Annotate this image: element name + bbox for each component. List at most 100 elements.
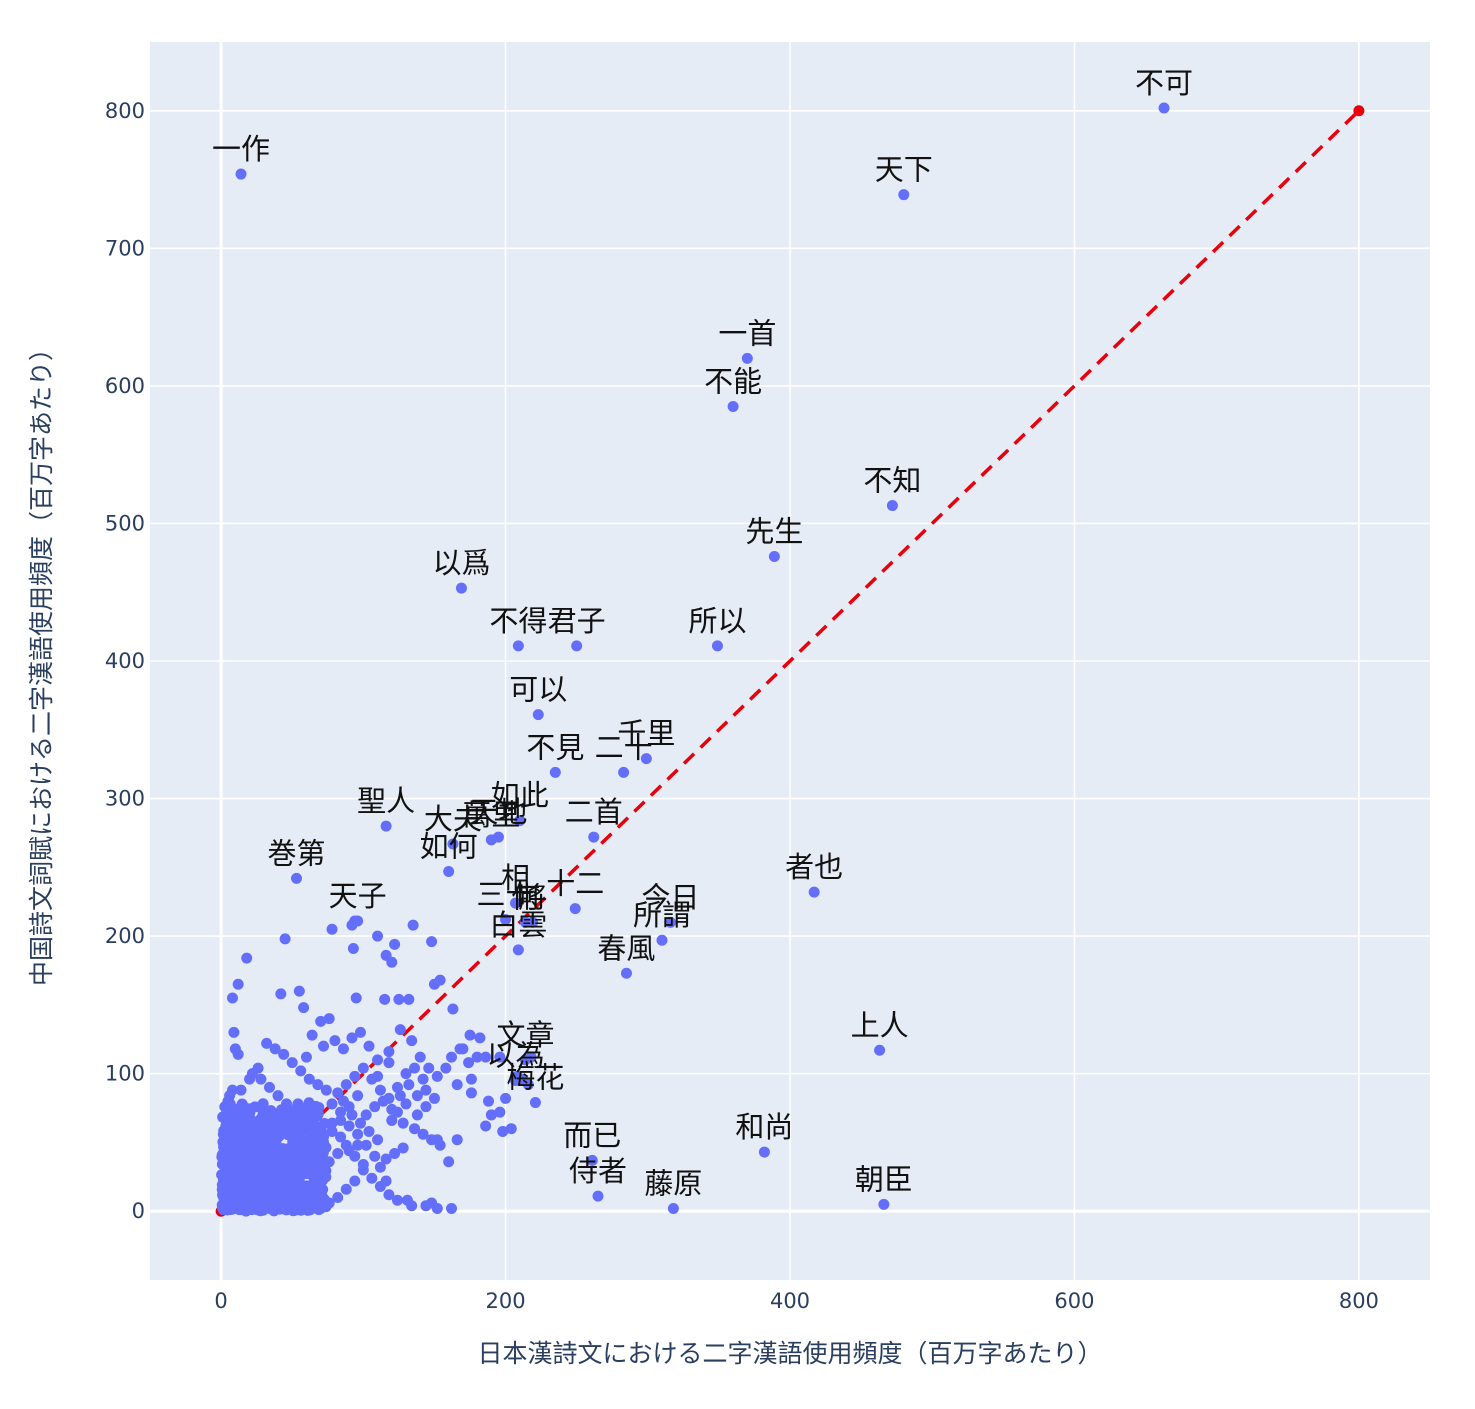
data-point <box>332 1147 344 1159</box>
data-point <box>618 766 630 778</box>
point-label: 二首 <box>565 795 623 829</box>
data-point <box>485 1109 497 1121</box>
data-point <box>423 1062 435 1074</box>
point-label: 一首 <box>718 316 776 350</box>
data-point <box>379 993 391 1005</box>
data-point <box>393 993 405 1005</box>
data-point <box>372 1054 384 1066</box>
data-point <box>326 1125 338 1137</box>
data-point <box>411 1109 423 1121</box>
data-point <box>232 1139 244 1151</box>
data-point <box>319 1117 331 1129</box>
data-point <box>886 500 898 512</box>
data-point <box>391 1194 403 1206</box>
data-point <box>400 1098 412 1110</box>
point-label: 和尚 <box>735 1110 793 1144</box>
data-point <box>409 1062 421 1074</box>
data-point <box>420 1084 432 1096</box>
data-point <box>221 1202 233 1214</box>
data-point <box>443 1156 455 1168</box>
data-point <box>301 1186 313 1198</box>
data-point <box>315 1015 327 1027</box>
data-point <box>337 1043 349 1055</box>
data-point <box>500 914 512 926</box>
data-point <box>228 1026 240 1038</box>
data-point <box>295 1065 307 1077</box>
data-point <box>352 1139 364 1151</box>
point-label: 巻第 <box>267 836 325 870</box>
data-point <box>522 1079 534 1091</box>
data-point <box>383 1189 395 1201</box>
data-point <box>279 1169 291 1181</box>
data-point <box>248 1127 260 1139</box>
data-point <box>232 978 244 990</box>
data-point <box>640 753 652 765</box>
data-point <box>335 1131 347 1143</box>
data-point <box>741 352 753 364</box>
data-point <box>279 933 291 945</box>
data-point <box>343 1101 355 1113</box>
data-point <box>505 1123 517 1135</box>
data-point <box>320 1171 332 1183</box>
data-point <box>269 1149 281 1161</box>
y-tick-label: 200 <box>105 924 145 948</box>
data-point <box>431 1202 443 1214</box>
point-label: 不見 <box>526 730 584 764</box>
data-point <box>352 1090 364 1102</box>
data-point <box>363 1125 375 1137</box>
point-label: 今日 <box>642 880 700 914</box>
data-point <box>758 1146 770 1158</box>
data-point <box>289 1109 301 1121</box>
data-point <box>241 952 253 964</box>
point-label: 不可 <box>1135 66 1193 100</box>
point-label: 二十 <box>595 730 653 764</box>
data-point <box>434 1139 446 1151</box>
data-point <box>440 1062 452 1074</box>
data-point <box>340 1079 352 1091</box>
data-point <box>386 1114 398 1126</box>
point-label: 梅花 <box>506 1061 564 1095</box>
data-point <box>275 988 287 1000</box>
data-point <box>529 1097 541 1109</box>
data-point <box>407 919 419 931</box>
reference-line-segment <box>219 109 1361 1213</box>
point-label: 君子 <box>548 604 606 638</box>
data-point <box>225 1192 237 1204</box>
data-point <box>287 1205 299 1217</box>
data-point <box>304 1107 316 1119</box>
data-point <box>272 1090 284 1102</box>
data-point <box>240 1202 252 1214</box>
data-point <box>497 1125 509 1137</box>
data-point <box>354 1117 366 1129</box>
data-point <box>464 1029 476 1041</box>
data-point <box>350 992 362 1004</box>
data-point <box>414 1051 426 1063</box>
data-point <box>447 838 459 850</box>
data-point <box>236 1108 248 1120</box>
data-point <box>346 1109 358 1121</box>
data-point <box>326 923 338 935</box>
data-point <box>420 1101 432 1113</box>
data-point <box>289 1169 301 1181</box>
data-point <box>768 550 780 562</box>
data-point <box>386 956 398 968</box>
point-label: 不得 <box>489 604 547 638</box>
data-point <box>352 1128 364 1140</box>
data-point <box>226 1165 238 1177</box>
data-point <box>380 1153 392 1165</box>
data-point <box>309 1120 321 1132</box>
data-point <box>302 1167 314 1179</box>
data-point <box>273 1130 285 1142</box>
y-tick-label: 500 <box>105 511 145 535</box>
data-point <box>263 1081 275 1093</box>
data-point <box>312 1079 324 1091</box>
y-tick-labels: 0 100 200 300 400 500 600 700 800 <box>105 99 145 1223</box>
data-point <box>323 1013 335 1025</box>
point-label: 不能 <box>704 365 762 399</box>
data-point <box>268 1157 280 1169</box>
data-point <box>397 1117 409 1129</box>
data-point <box>514 815 526 827</box>
data-point <box>406 1200 418 1212</box>
data-point <box>431 1070 443 1082</box>
data-point <box>274 1181 286 1193</box>
